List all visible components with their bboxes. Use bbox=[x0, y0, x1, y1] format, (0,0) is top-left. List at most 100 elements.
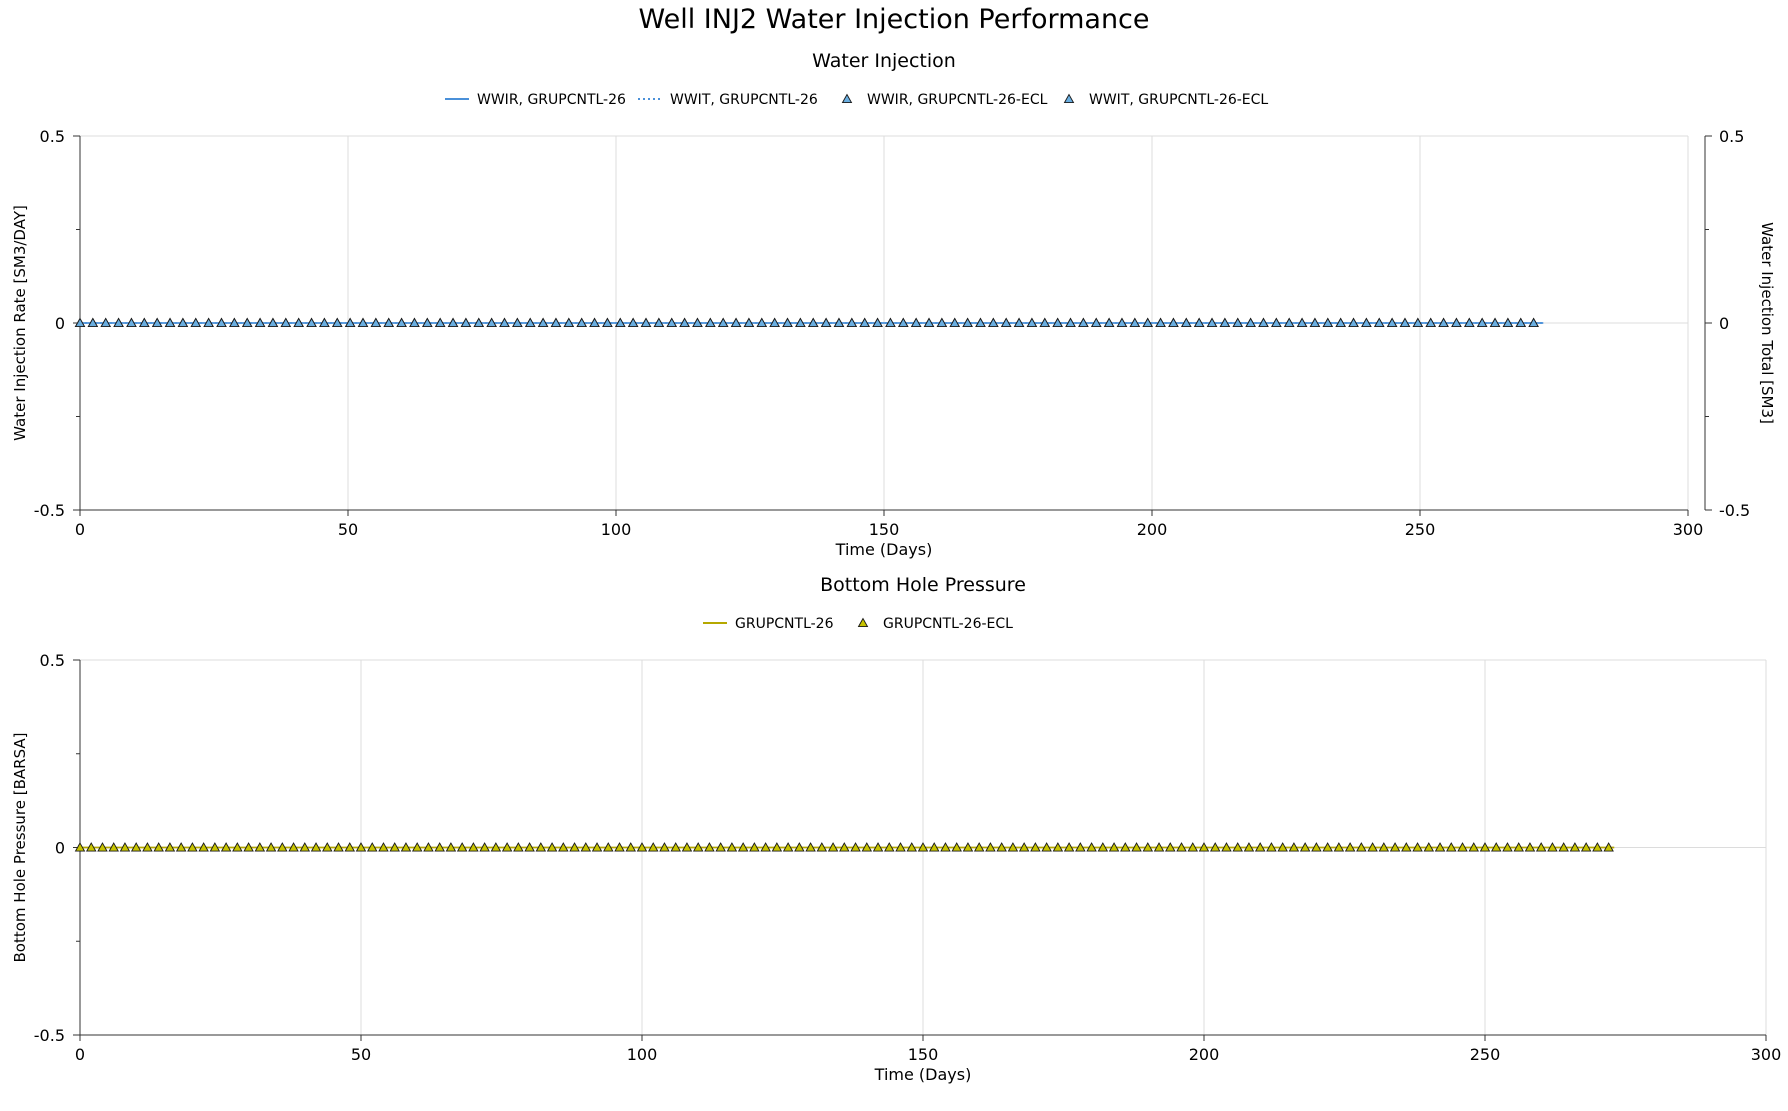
data-point bbox=[1131, 842, 1142, 852]
data-point bbox=[1075, 842, 1086, 852]
data-point bbox=[322, 842, 333, 852]
data-point bbox=[151, 317, 163, 328]
x-tick-label: 250 bbox=[1470, 1045, 1501, 1064]
data-point bbox=[409, 317, 420, 328]
y-tick-label: 0.5 bbox=[40, 127, 65, 146]
data-point bbox=[499, 317, 510, 328]
data-point bbox=[232, 842, 243, 852]
data-point bbox=[816, 842, 828, 852]
data-point bbox=[906, 842, 918, 852]
data-point bbox=[1052, 317, 1063, 328]
y-axis-label: Bottom Hole Pressure [BARSA] bbox=[11, 733, 29, 963]
data-point bbox=[512, 317, 523, 328]
data-point bbox=[229, 317, 240, 328]
data-point bbox=[1129, 317, 1141, 328]
x-tick-label: 300 bbox=[1673, 520, 1704, 539]
data-point bbox=[164, 842, 176, 852]
y2-tick-label: -0.5 bbox=[1719, 501, 1750, 520]
y2-tick-label: 0 bbox=[1719, 314, 1729, 333]
data-point bbox=[884, 842, 895, 852]
data-point bbox=[917, 842, 929, 852]
data-point bbox=[805, 842, 816, 852]
x-tick-label: 100 bbox=[627, 1045, 658, 1064]
data-point bbox=[885, 317, 896, 328]
data-point bbox=[1476, 317, 1488, 328]
data-point bbox=[254, 317, 266, 328]
data-point bbox=[1451, 317, 1462, 328]
data-point bbox=[241, 317, 253, 328]
data-point bbox=[1245, 317, 1256, 328]
data-point bbox=[1528, 317, 1539, 328]
data-point bbox=[524, 842, 535, 852]
data-point bbox=[456, 842, 468, 852]
data-point bbox=[139, 317, 150, 328]
data-point bbox=[460, 317, 472, 328]
data-point bbox=[288, 842, 299, 852]
data-point bbox=[198, 842, 209, 852]
data-point bbox=[1515, 317, 1527, 328]
data-point bbox=[795, 317, 806, 328]
data-point bbox=[319, 317, 330, 328]
data-point bbox=[1423, 842, 1435, 852]
data-point bbox=[975, 317, 986, 328]
data-point bbox=[872, 317, 883, 328]
data-point bbox=[769, 317, 780, 328]
data-point bbox=[1524, 842, 1536, 852]
y-tick-label: 0 bbox=[55, 314, 65, 333]
data-point bbox=[1000, 317, 1012, 328]
y-tick-label: 0.5 bbox=[40, 651, 65, 670]
data-point bbox=[1232, 317, 1244, 328]
y-tick-label: -0.5 bbox=[34, 1026, 65, 1045]
data-point bbox=[749, 842, 760, 852]
data-point bbox=[524, 317, 536, 328]
x-axis-label: Time (Days) bbox=[874, 1065, 972, 1084]
data-point bbox=[1386, 317, 1398, 328]
data-point bbox=[614, 842, 625, 852]
data-point bbox=[1165, 842, 1176, 852]
data-point bbox=[1569, 842, 1581, 852]
legend-entry: WWIT, GRUPCNTL-26 bbox=[670, 92, 818, 108]
x-tick-label: 200 bbox=[1189, 1045, 1220, 1064]
data-point bbox=[895, 842, 906, 852]
data-point bbox=[1361, 317, 1372, 328]
data-point bbox=[546, 842, 558, 852]
x-axis-label: Time (Days) bbox=[835, 540, 933, 559]
data-point bbox=[1097, 842, 1109, 852]
data-point bbox=[378, 842, 389, 852]
x-tick-label: 250 bbox=[1405, 520, 1436, 539]
data-point bbox=[1434, 842, 1446, 852]
data-point bbox=[1373, 317, 1385, 328]
data-point bbox=[940, 842, 951, 852]
data-point bbox=[1479, 842, 1491, 852]
data-point bbox=[1030, 842, 1041, 852]
data-point bbox=[216, 317, 227, 328]
data-point bbox=[726, 842, 738, 852]
data-point bbox=[1513, 842, 1524, 852]
data-point bbox=[1389, 842, 1401, 852]
data-point bbox=[636, 842, 648, 852]
y2-axis-label: Water Injection Total [SM3] bbox=[1758, 222, 1776, 424]
bottom-hole-pressure-panel: Bottom Hole Pressure GRUPCNTL-26 GRUPCNTL-… bbox=[11, 574, 1781, 1084]
data-point bbox=[344, 317, 356, 328]
data-point bbox=[119, 842, 131, 852]
data-point bbox=[1502, 317, 1514, 328]
data-point bbox=[910, 317, 922, 328]
data-point bbox=[1412, 842, 1423, 852]
data-point bbox=[1209, 842, 1221, 852]
data-point bbox=[310, 842, 322, 852]
data-point bbox=[254, 842, 266, 852]
data-point bbox=[306, 317, 317, 328]
data-point bbox=[1547, 842, 1558, 852]
data-point bbox=[589, 317, 600, 328]
data-point bbox=[383, 317, 395, 328]
data-point bbox=[1187, 842, 1199, 852]
data-point bbox=[400, 842, 412, 852]
data-point bbox=[715, 842, 726, 852]
data-point bbox=[1078, 317, 1089, 328]
data-point bbox=[1489, 317, 1501, 328]
data-point bbox=[1243, 842, 1255, 852]
data-point bbox=[473, 317, 485, 328]
data-point bbox=[153, 842, 164, 852]
data-point bbox=[1580, 842, 1592, 852]
x-tick-label: 0 bbox=[75, 520, 85, 539]
